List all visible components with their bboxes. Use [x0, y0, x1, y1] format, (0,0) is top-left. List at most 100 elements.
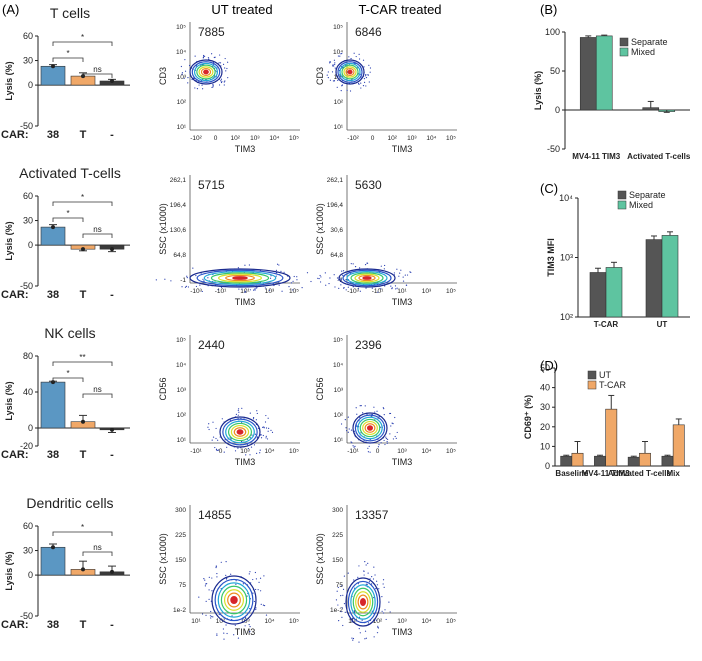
flow-event-dot [187, 286, 190, 288]
sig-label: * [81, 523, 84, 532]
flow-event-dot [393, 272, 395, 274]
flow-event-dot [205, 583, 207, 585]
flow-plot-flow_nk_tcar: 2396 CD56 TIM3 10⁵ 10⁴ 10³ 10² 10¹-10¹ 0 10³ 10⁴ 10… [315, 335, 457, 467]
flow-y-tick: 10³ [177, 74, 187, 81]
density-contour [233, 427, 247, 437]
flow-event-dot [253, 289, 255, 291]
flow-event-dot [181, 73, 183, 75]
flow-event-dot [367, 74, 369, 76]
flow-event-dot [367, 572, 369, 574]
flow-event-dot [332, 64, 334, 66]
flow-event-dot [355, 407, 357, 409]
flow-event-dot [255, 608, 257, 611]
y-tick-label: 0 [28, 80, 33, 90]
chart-title: NK cells [44, 325, 95, 341]
flow-event-dot [244, 291, 246, 294]
flow-event-dot [356, 413, 358, 415]
flow-x-label: TIM3 [392, 144, 413, 154]
flow-event-dot [181, 72, 184, 74]
flow-event-dot [391, 288, 393, 290]
density-contour [219, 416, 261, 448]
flow-y-tick: 10³ [334, 387, 344, 394]
y-tick-label: 40 [23, 387, 33, 397]
flow-x-tick: 10⁵ [289, 448, 299, 455]
flow-event-dot [259, 452, 261, 454]
flow-event-dot [351, 637, 353, 639]
flow-event-dot [353, 52, 355, 54]
flow-event-dot [237, 637, 240, 639]
flow-event-dot [275, 269, 278, 271]
flow-event-dot [220, 78, 223, 80]
flow-event-dot [363, 570, 365, 572]
flow-event-dot [333, 65, 335, 67]
density-contour [345, 67, 355, 77]
flow-event-dot [269, 277, 272, 279]
flow-event-dot [276, 263, 279, 265]
flow-event-dot [237, 409, 239, 411]
flow-event-dot [367, 562, 369, 564]
event-count: 13357 [355, 508, 389, 522]
x-prefix-label: CAR: [1, 619, 29, 631]
flow-event-dot [217, 449, 219, 452]
flow-event-dot [359, 632, 361, 634]
flow-event-dot [392, 422, 394, 425]
flow-event-dot [202, 278, 204, 280]
flow-event-dot [402, 280, 405, 282]
flow-event-dot [368, 64, 370, 66]
sig-label: * [66, 209, 69, 218]
flow-event-dot [280, 270, 282, 272]
flow-event-dot [380, 288, 382, 290]
density-contour [362, 276, 372, 280]
flow-event-dot [254, 433, 257, 435]
flow-event-dot [211, 590, 213, 592]
flow-event-dot [293, 275, 295, 278]
sig-label: * [81, 33, 84, 42]
flow-x-label: TIM3 [392, 457, 413, 467]
flow-event-dot [209, 615, 212, 617]
flow-x-tick: -10¹ [347, 448, 359, 455]
flow-event-dot [371, 287, 373, 289]
flow-event-dot [238, 288, 240, 290]
category-label: UT [657, 320, 668, 329]
flow-event-dot [246, 444, 249, 446]
density-contour [362, 420, 378, 436]
flow-event-dot [203, 280, 205, 282]
flow-event-dot [371, 583, 373, 585]
flow-event-dot [350, 58, 352, 60]
y-tick-label: -50 [547, 144, 560, 154]
flow-event-dot [376, 584, 379, 586]
x-prefix-label: CAR: [1, 289, 29, 301]
flow-event-dot [268, 427, 270, 429]
flow-y-tick: 10⁴ [333, 362, 343, 369]
data-point [51, 380, 55, 385]
y-tick-label: 0 [28, 240, 33, 250]
flow-event-dot [208, 576, 210, 578]
flow-y-tick: 10⁴ [176, 362, 186, 369]
flow-event-dot [368, 81, 370, 83]
flow-event-dot [233, 634, 235, 636]
sig-bracket [82, 73, 113, 78]
density-contour [352, 587, 374, 617]
sig-label: * [66, 49, 69, 58]
flow-event-dot [365, 564, 367, 566]
density-contour [364, 423, 376, 433]
flow-event-dot [362, 412, 364, 414]
y-tick-label: 80 [23, 351, 33, 361]
flow-event-dot [390, 425, 392, 427]
density-contour [189, 268, 291, 288]
flow-event-dot [210, 617, 212, 619]
flow-event-dot [358, 616, 361, 618]
y-axis-label: Lysis (%) [4, 551, 14, 590]
flow-event-dot [164, 278, 166, 280]
flow-x-tick: -10² [190, 135, 202, 142]
density-contour [198, 66, 214, 78]
density-contour [357, 594, 369, 610]
density-contour [203, 69, 209, 75]
flow-x-tick: -10¹ [372, 288, 384, 295]
flow-y-tick: 150 [332, 557, 343, 564]
flow-event-dot [278, 264, 280, 266]
category-label: Mix [666, 469, 680, 478]
flow-event-dot [373, 596, 375, 599]
flow-y-tick: 10³ [177, 387, 187, 394]
